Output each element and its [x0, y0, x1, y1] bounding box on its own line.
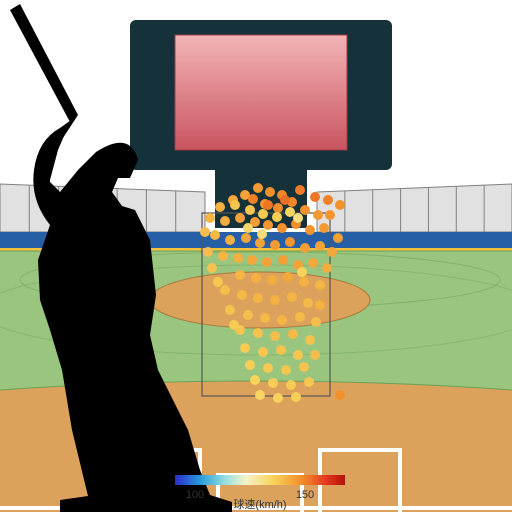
pitch-marker: [250, 375, 260, 385]
pitch-marker: [295, 185, 305, 195]
pitch-marker: [263, 220, 273, 230]
pitch-marker: [262, 257, 272, 267]
pitch-marker: [220, 285, 230, 295]
pitch-marker: [235, 270, 245, 280]
pitch-marker: [303, 298, 313, 308]
pitch-marker: [263, 363, 273, 373]
pitch-marker: [245, 360, 255, 370]
pitch-marker: [333, 233, 343, 243]
pitch-marker: [304, 377, 314, 387]
pitch-marker: [313, 210, 323, 220]
pitch-marker: [213, 277, 223, 287]
pitch-marker: [200, 227, 210, 237]
pitch-marker: [270, 331, 280, 341]
pitch-marker: [310, 192, 320, 202]
pitch-marker: [268, 378, 278, 388]
pitch-marker: [315, 280, 325, 290]
pitch-marker: [308, 258, 318, 268]
pitch-marker: [300, 243, 310, 253]
pitch-marker: [253, 328, 263, 338]
pitch-marker: [287, 292, 297, 302]
pitch-marker: [305, 335, 315, 345]
colorbar: [175, 475, 345, 485]
pitch-marker: [260, 313, 270, 323]
pitch-marker: [305, 225, 315, 235]
pitch-marker: [267, 275, 277, 285]
pitch-marker: [257, 229, 267, 239]
colorbar-tick: 150: [296, 489, 314, 501]
pitch-marker: [255, 390, 265, 400]
pitch-marker: [215, 202, 225, 212]
pitch-marker: [283, 272, 293, 282]
pitch-marker: [270, 295, 280, 305]
pitch-marker: [299, 362, 309, 372]
pitch-marker: [243, 310, 253, 320]
colorbar-label: 球速(km/h): [233, 497, 286, 511]
pitch-marker: [258, 347, 268, 357]
pitch-marker: [270, 240, 280, 250]
pitch-marker: [205, 213, 215, 223]
pitch-marker: [233, 253, 243, 263]
pitch-marker: [243, 223, 253, 233]
pitch-marker: [218, 251, 228, 261]
pitch-marker: [247, 255, 257, 265]
pitch-marker: [335, 390, 345, 400]
pitch-marker: [291, 392, 301, 402]
pitch-marker: [286, 380, 296, 390]
pitch-marker: [240, 343, 250, 353]
pitch-marker: [220, 216, 230, 226]
pitch-marker: [265, 187, 275, 197]
pitch-marker: [203, 247, 213, 257]
pitch-marker: [248, 194, 258, 204]
pitch-marker: [285, 237, 295, 247]
pitch-location-chart: 100 150 球速(km/h): [0, 0, 512, 512]
pitch-marker: [237, 290, 247, 300]
pitch-marker: [325, 210, 335, 220]
pitch-marker: [263, 200, 273, 210]
pitch-marker: [278, 255, 288, 265]
pitch-marker: [255, 238, 265, 248]
pitch-marker: [288, 329, 298, 339]
pitch-marker: [319, 223, 329, 233]
pitch-marker: [277, 223, 287, 233]
pitch-marker: [281, 365, 291, 375]
pitch-marker: [285, 207, 295, 217]
pitch-marker: [225, 235, 235, 245]
pitch-marker: [299, 277, 309, 287]
pitch-marker: [293, 213, 303, 223]
pitch-marker: [276, 345, 286, 355]
pitch-marker: [251, 273, 261, 283]
pitch-marker: [293, 350, 303, 360]
pitch-marker: [295, 312, 305, 322]
pitch-marker: [315, 300, 325, 310]
pitch-marker: [207, 263, 217, 273]
pitch-marker: [258, 209, 268, 219]
pitch-marker: [230, 200, 240, 210]
pitch-marker: [280, 195, 290, 205]
pitch-marker: [310, 350, 320, 360]
pitch-marker: [323, 195, 333, 205]
pitch-marker: [327, 247, 337, 257]
pitch-marker: [311, 317, 321, 327]
pitch-marker: [245, 205, 255, 215]
pitch-marker: [297, 267, 307, 277]
pitch-marker: [235, 213, 245, 223]
colorbar-tick: 100: [186, 489, 204, 501]
pitch-marker: [277, 315, 287, 325]
pitch-marker: [253, 293, 263, 303]
pitch-marker: [229, 320, 239, 330]
pitch-marker: [272, 212, 282, 222]
pitch-marker: [210, 230, 220, 240]
pitch-marker: [225, 305, 235, 315]
pitch-marker: [322, 263, 332, 273]
pitch-marker: [300, 205, 310, 215]
pitch-marker: [253, 183, 263, 193]
pitch-marker: [335, 200, 345, 210]
pitch-marker: [273, 393, 283, 403]
pitch-marker: [241, 233, 251, 243]
pitch-marker: [273, 203, 283, 213]
pitch-marker: [315, 241, 325, 251]
